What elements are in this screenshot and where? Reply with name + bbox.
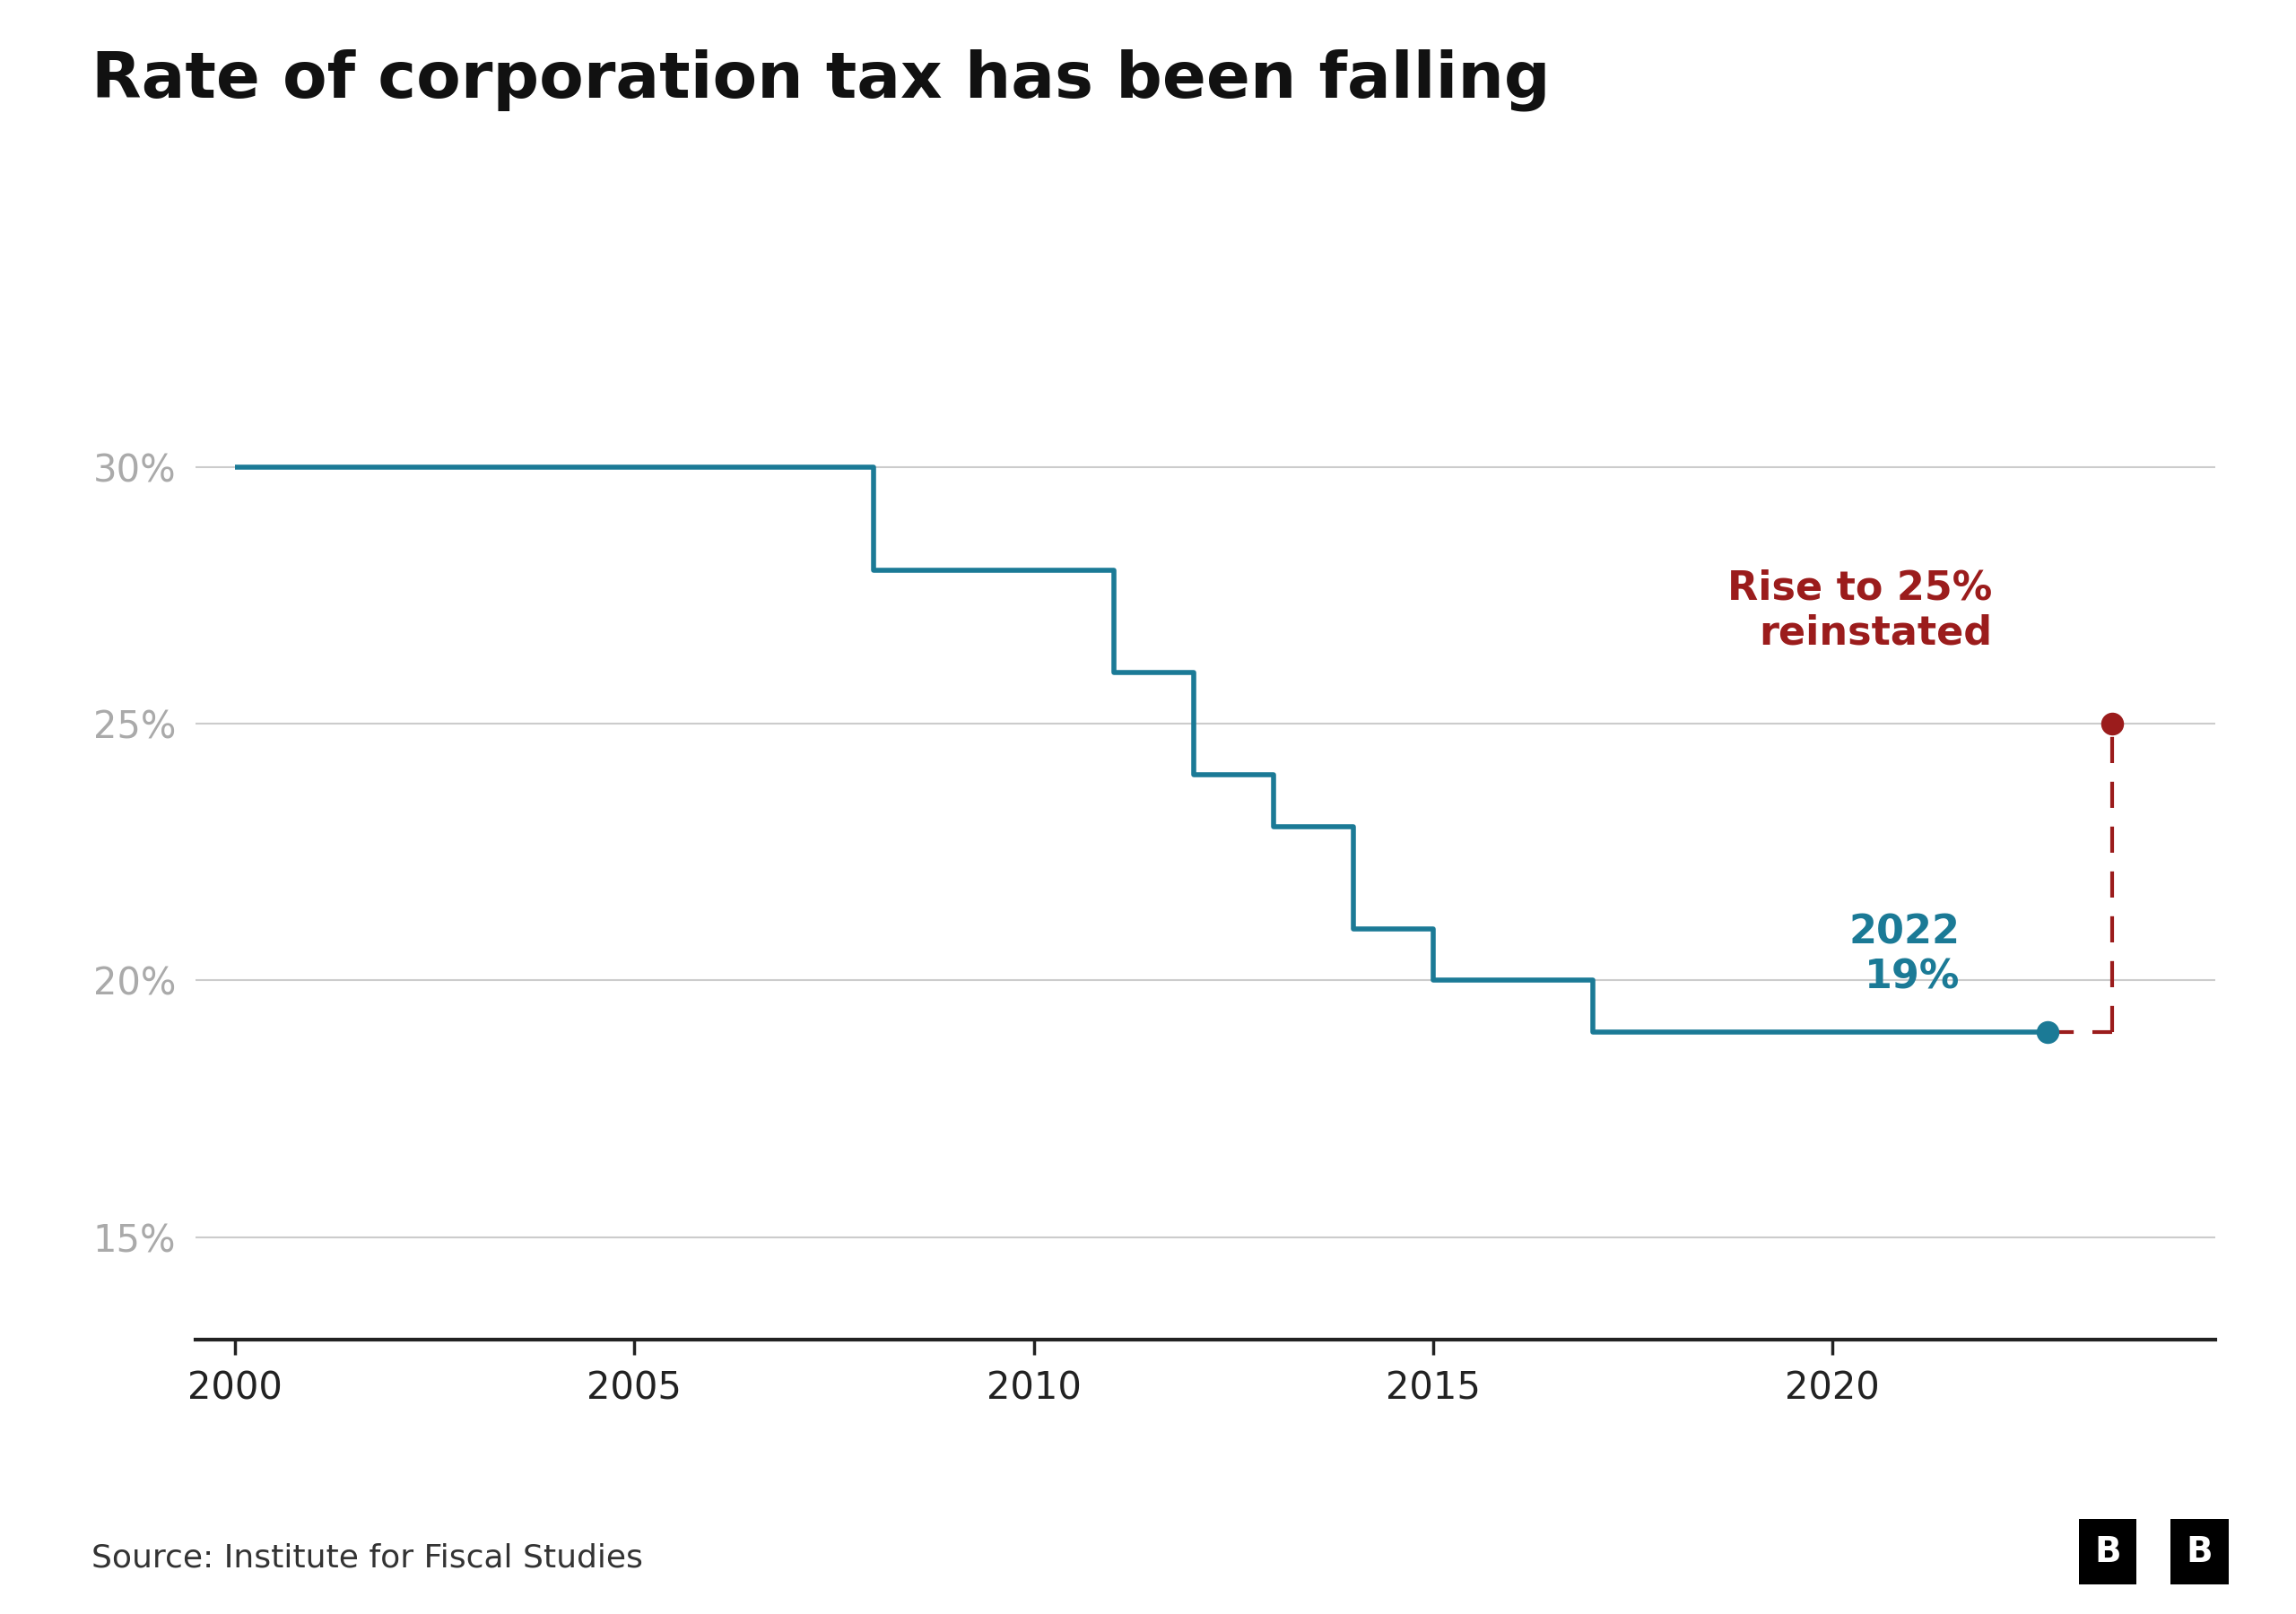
Point [2094, 710, 2131, 736]
Text: Rise to 25%
reinstated: Rise to 25% reinstated [1727, 570, 1993, 652]
Text: 2022
19%: 2022 19% [1848, 914, 1961, 996]
Text: B: B [2186, 1535, 2213, 1569]
Text: B: B [2094, 1535, 2122, 1569]
Text: Source: Institute for Fiscal Studies: Source: Institute for Fiscal Studies [92, 1543, 643, 1574]
Point [2030, 1018, 2066, 1044]
Text: Rate of corporation tax has been falling: Rate of corporation tax has been falling [92, 48, 1550, 111]
